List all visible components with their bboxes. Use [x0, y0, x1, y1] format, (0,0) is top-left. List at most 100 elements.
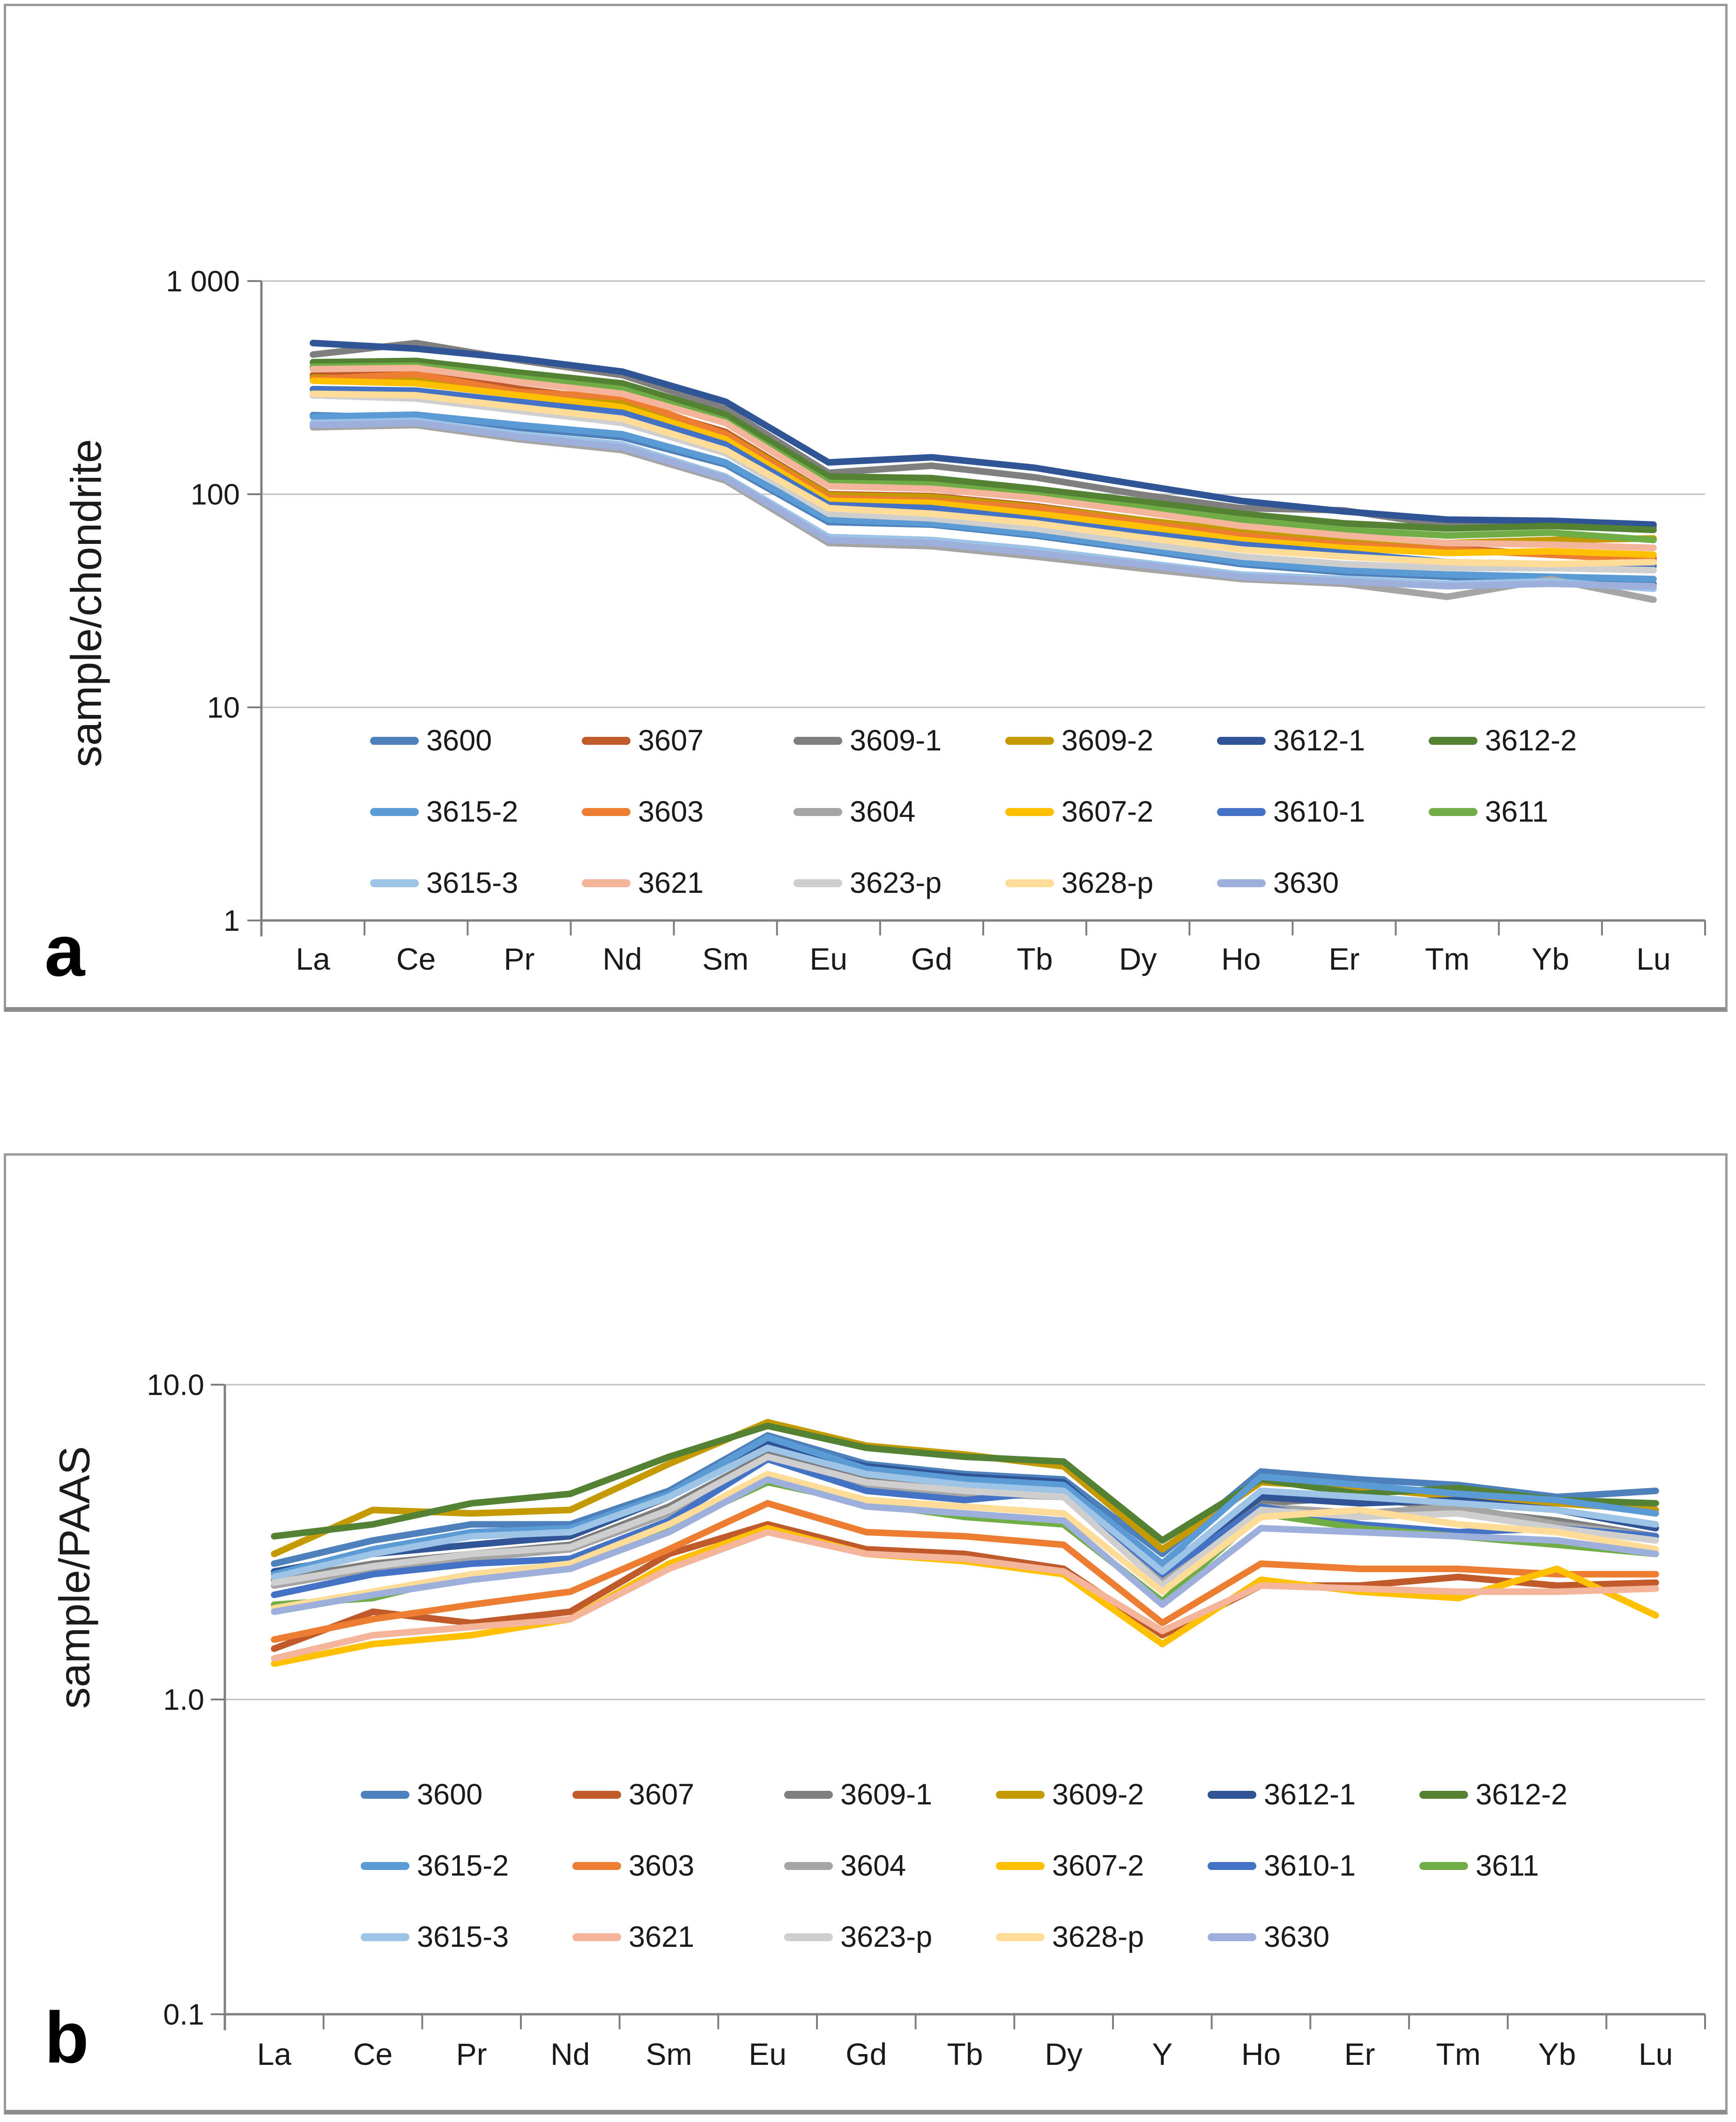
- legend-label: 3607: [629, 1778, 695, 1811]
- legend-item-3628-p: 3628-p: [996, 1920, 1208, 1954]
- legend-item-3607-2: 3607-2: [1005, 795, 1217, 829]
- panel-label-a: a: [45, 910, 85, 991]
- legend-item-3607-2: 3607-2: [996, 1849, 1208, 1883]
- legend-label: 3615-3: [426, 867, 519, 899]
- y-axis-title-chart-b: sample/PAAS: [51, 1446, 99, 1709]
- legend-swatch-3610-1: [1208, 1862, 1256, 1870]
- legend-swatch-3600: [361, 1790, 409, 1799]
- legend-row: 3615-2 3603 3604 3607-2 3610-1 3611: [361, 1830, 1654, 1901]
- legend-swatch-3630: [1208, 1933, 1256, 1941]
- legend-swatch-3607-2: [1005, 808, 1054, 816]
- legend-item-3623-p: 3623-p: [794, 866, 1005, 900]
- legend-label: 3607-2: [1052, 1849, 1144, 1882]
- legend-item-3609-2: 3609-2: [996, 1778, 1208, 1811]
- legend-swatch-3609-2: [996, 1790, 1045, 1799]
- legend-swatch-3611: [1429, 808, 1477, 816]
- legend-swatch-3628-p: [1005, 879, 1054, 887]
- legend-row: 3615-3 3621 3623-p 3628-p 3630: [361, 1901, 1654, 1973]
- legend-label: 3609-2: [1052, 1778, 1144, 1811]
- legend-label: 3612-1: [1273, 724, 1365, 757]
- legend-item-3630: 3630: [1208, 1920, 1419, 1954]
- legend-label: 3609-2: [1061, 724, 1154, 757]
- legend-swatch-3623-p: [794, 879, 842, 887]
- legend-swatch-3612-1: [1217, 736, 1266, 745]
- legend-label: 3623-p: [840, 1921, 933, 1953]
- legend-label: 3607: [638, 724, 704, 757]
- legend-swatch-3609-1: [794, 736, 842, 745]
- legend-swatch-3604: [784, 1862, 833, 1870]
- legend-swatch-3615-2: [370, 808, 419, 816]
- legend-item-3623-p: 3623-p: [784, 1920, 996, 1954]
- legend-item-3611: 3611: [1419, 1849, 1631, 1883]
- legend-label: 3607-2: [1061, 795, 1154, 828]
- legend-row: 3615-3 3621 3623-p 3628-p 3630: [370, 847, 1663, 919]
- legend-swatch-3628-p: [996, 1933, 1045, 1941]
- legend-swatch-3630: [1217, 879, 1266, 887]
- legend-label: 3628-p: [1052, 1921, 1144, 1953]
- legend-label: 3612-1: [1264, 1778, 1356, 1811]
- legend-swatch-3612-2: [1429, 736, 1477, 745]
- legend-swatch-3603: [582, 808, 631, 816]
- legend-item-3611: 3611: [1429, 795, 1640, 829]
- legend-swatch-3623-p: [784, 1933, 833, 1941]
- legend-chart-b: 3600 3607 3609-1 3609-2 3612-1 3612-2 3615-2 36…: [361, 1759, 1654, 1973]
- legend-item-3630: 3630: [1217, 866, 1429, 900]
- legend-label: 3615-2: [426, 795, 519, 828]
- legend-row: 3600 3607 3609-1 3609-2 3612-1 3612-2: [370, 705, 1663, 776]
- legend-swatch-3607: [572, 1790, 621, 1799]
- legend-label: 3611: [1476, 1849, 1539, 1882]
- legend-swatch-3615-3: [370, 879, 419, 887]
- legend-row: 3615-2 3603 3604 3607-2 3610-1 3611: [370, 776, 1663, 847]
- legend-item-3603: 3603: [572, 1849, 784, 1883]
- legend-item-3603: 3603: [582, 795, 794, 829]
- legend-label: 3621: [629, 1921, 695, 1953]
- legend-item-3612-1: 3612-1: [1208, 1778, 1419, 1811]
- legend-item-3621: 3621: [582, 866, 794, 900]
- legend-label: 3609-1: [850, 724, 942, 757]
- legend-label: 3612-2: [1485, 724, 1577, 757]
- legend-item-3612-1: 3612-1: [1217, 724, 1429, 757]
- legend-label: 3621: [638, 867, 704, 899]
- legend-label: 3603: [629, 1849, 695, 1882]
- legend-item-3612-2: 3612-2: [1419, 1778, 1631, 1811]
- legend-label: 3600: [417, 1778, 483, 1811]
- legend-label: 3612-2: [1476, 1778, 1568, 1811]
- legend-label: 3615-3: [417, 1921, 509, 1953]
- legend-item-3609-2: 3609-2: [1005, 724, 1217, 757]
- legend-item-3609-1: 3609-1: [784, 1778, 996, 1811]
- legend-item-3615-3: 3615-3: [361, 1920, 572, 1954]
- legend-item-3609-1: 3609-1: [794, 724, 1005, 757]
- legend-label: 3604: [850, 795, 916, 828]
- legend-swatch-3609-1: [784, 1790, 833, 1799]
- legend-swatch-3621: [582, 879, 631, 887]
- legend-label: 3600: [426, 724, 492, 757]
- legend-label: 3615-2: [417, 1849, 509, 1882]
- panel-label-b: b: [45, 1997, 89, 2078]
- legend-swatch-3611: [1419, 1862, 1468, 1870]
- legend-swatch-3621: [572, 1933, 621, 1941]
- legend-item-3607: 3607: [572, 1778, 784, 1811]
- legend-swatch-3615-2: [361, 1862, 409, 1870]
- legend-swatch-3612-2: [1419, 1790, 1468, 1799]
- legend-item-3628-p: 3628-p: [1005, 866, 1217, 900]
- legend-item-3600: 3600: [361, 1778, 572, 1811]
- legend-swatch-3600: [370, 736, 419, 745]
- legend-item-3615-2: 3615-2: [370, 795, 582, 829]
- legend-item-3610-1: 3610-1: [1217, 795, 1429, 829]
- legend-label: 3628-p: [1061, 867, 1154, 899]
- legend-item-3621: 3621: [572, 1920, 784, 1954]
- legend-label: 3611: [1485, 795, 1549, 828]
- legend-label: 3609-1: [840, 1778, 933, 1811]
- legend-item-3604: 3604: [794, 795, 1005, 829]
- legend-item-3612-2: 3612-2: [1429, 724, 1640, 757]
- legend-item-3600: 3600: [370, 724, 582, 757]
- legend-label: 3623-p: [850, 867, 942, 899]
- legend-swatch-3609-2: [1005, 736, 1054, 745]
- legend-item-3604: 3604: [784, 1849, 996, 1883]
- legend-chart-a: 3600 3607 3609-1 3609-2 3612-1 3612-2 3615-2 36…: [370, 705, 1663, 919]
- legend-label: 3610-1: [1273, 795, 1365, 828]
- legend-swatch-3607-2: [996, 1862, 1045, 1870]
- legend-item-3615-3: 3615-3: [370, 866, 582, 900]
- legend-swatch-3607: [582, 736, 631, 745]
